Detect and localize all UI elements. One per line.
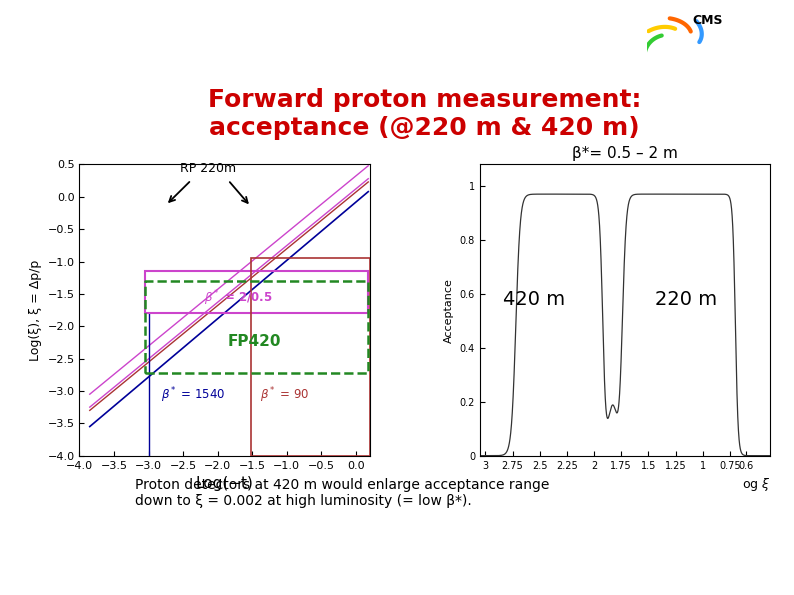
Title: β*= 0.5 – 2 m: β*= 0.5 – 2 m [572, 146, 678, 161]
Text: Proton detectors at 420 m would enlarge acceptance range
down to ξ = 0.002 at hi: Proton detectors at 420 m would enlarge … [135, 478, 549, 508]
Text: RP 220m: RP 220m [179, 162, 236, 176]
Text: $\beta^*$ = 90: $\beta^*$ = 90 [260, 386, 310, 405]
Text: 420 m: 420 m [503, 290, 565, 309]
Bar [251, 258, 370, 456]
Text: $\beta^*$ = 2/0.5: $\beta^*$ = 2/0.5 [204, 289, 272, 308]
Y-axis label: Acceptance: Acceptance [444, 278, 454, 343]
Y-axis label: Log(ξ), ξ = Δp/p: Log(ξ), ξ = Δp/p [29, 259, 42, 361]
Text: CMS: CMS [692, 14, 723, 27]
Text: 220 m: 220 m [655, 290, 718, 309]
Bar [145, 271, 368, 314]
X-axis label: Log(−t): Log(−t) [195, 476, 253, 491]
Text: TOTEM: TOTEM [24, 21, 60, 30]
X-axis label: og $\xi$: og $\xi$ [742, 476, 770, 493]
Text: $\beta^*$ = 1540: $\beta^*$ = 1540 [161, 386, 225, 405]
Text: Forward proton measurement:
acceptance (@220 m & 420 m): Forward proton measurement: acceptance (… [208, 88, 642, 140]
Text: FP420: FP420 [228, 334, 282, 349]
